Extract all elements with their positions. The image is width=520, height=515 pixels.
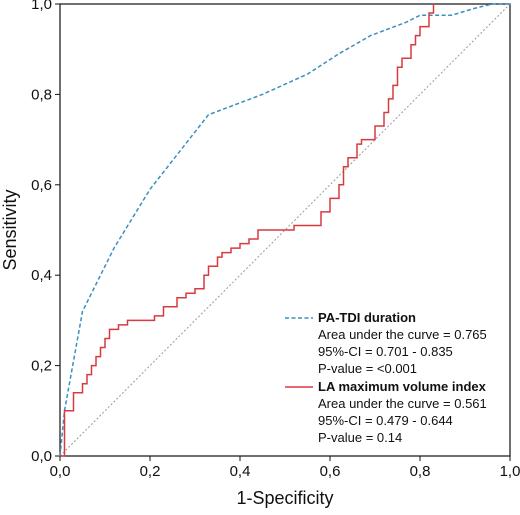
x-axis-title: 1-Specificity <box>236 488 333 508</box>
y-tick-label: 0,8 <box>31 86 52 103</box>
x-tick-label: 0,8 <box>410 463 431 480</box>
legend-title-la-volume: LA maximum volume index <box>318 379 487 394</box>
legend-ci-la-volume: 95%-CI = 0.479 - 0.644 <box>318 413 453 428</box>
x-tick-label: 0,2 <box>140 463 161 480</box>
x-axis: 0,0 0,2 0,4 0,6 0,8 1,0 <box>50 456 520 480</box>
y-tick-label: 0,0 <box>31 448 52 465</box>
legend-ci-pa-tdi: 95%-CI = 0.701 - 0.835 <box>318 344 453 359</box>
x-tick-label: 0,4 <box>230 463 251 480</box>
plot-area: 0,0 0,2 0,4 0,6 0,8 1,0 0,0 0,2 0,4 0,6 0,8 1,0 <box>31 0 520 480</box>
y-tick-label: 0,2 <box>31 358 52 375</box>
legend-title-pa-tdi: PA-TDI duration <box>318 310 416 325</box>
series-line-la-maximum-volume-index <box>60 4 435 457</box>
legend-auc-pa-tdi: Area under the curve = 0.765 <box>318 327 487 342</box>
series-layer <box>59 3 510 457</box>
legend-auc-la-volume: Area under the curve = 0.561 <box>318 396 487 411</box>
x-tick-label: 0,6 <box>320 463 341 480</box>
y-axis-title: Sensitivity <box>0 189 20 270</box>
x-tick-label: 1,0 <box>500 463 520 480</box>
y-axis: 0,0 0,2 0,4 0,6 0,8 1,0 <box>31 0 60 465</box>
y-tick-label: 0,6 <box>31 177 52 194</box>
x-tick-label: 0,0 <box>50 463 71 480</box>
y-tick-label: 0,4 <box>31 267 52 284</box>
legend-p-la-volume: P-value = 0.14 <box>318 430 402 445</box>
plot-frame <box>59 3 511 457</box>
legend: PA-TDI duration Area under the curve = 0… <box>285 310 487 445</box>
y-tick-label: 1,0 <box>31 0 52 13</box>
legend-p-pa-tdi: P-value = <0.001 <box>318 361 417 376</box>
